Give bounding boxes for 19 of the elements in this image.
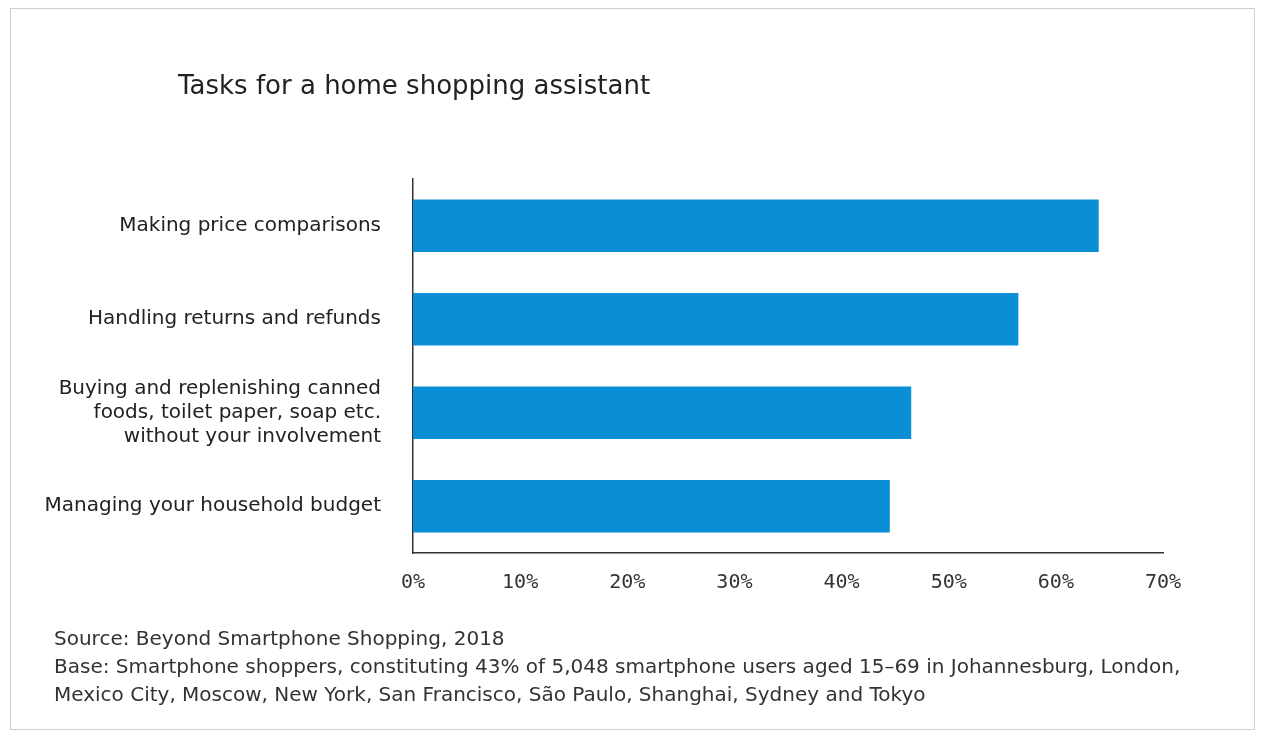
x-tick-label: 40%: [823, 569, 860, 594]
bar: [413, 293, 1019, 346]
x-tick-label: 70%: [1144, 569, 1182, 594]
y-tick-label: Buying and replenishing canned foods, toilet paper, soap etc. without your involvement: [58, 374, 382, 447]
x-tick-label: 0%: [400, 569, 426, 594]
bar: [413, 386, 912, 439]
chart-title: Tasks for a home shopping assistant: [178, 70, 651, 100]
y-tick-label: Making price comparisons: [119, 211, 381, 236]
x-tick-label: 10%: [502, 569, 539, 594]
bar: [413, 480, 890, 533]
y-tick-label: Handling returns and refunds: [87, 305, 381, 330]
x-tick-label: 30%: [716, 569, 753, 594]
y-tick-label: Managing your household budget: [44, 492, 382, 517]
x-tick-label: 50%: [930, 569, 967, 594]
source-note: Source: Beyond Smartphone Shopping, 2018: [54, 625, 506, 652]
bar: [413, 199, 1099, 252]
x-tick-label: 60%: [1037, 569, 1074, 594]
x-tick-label: 20%: [609, 569, 646, 594]
text: Base: Smartphone shoppers, constituting 43% of 5,048 smartphone users aged 15–69 in Johannesburg, London, Mexico City, Moscow, New York, San Francisco, São Paulo, Shanghai, Sydney and Tokyo: [54, 653, 1182, 708]
